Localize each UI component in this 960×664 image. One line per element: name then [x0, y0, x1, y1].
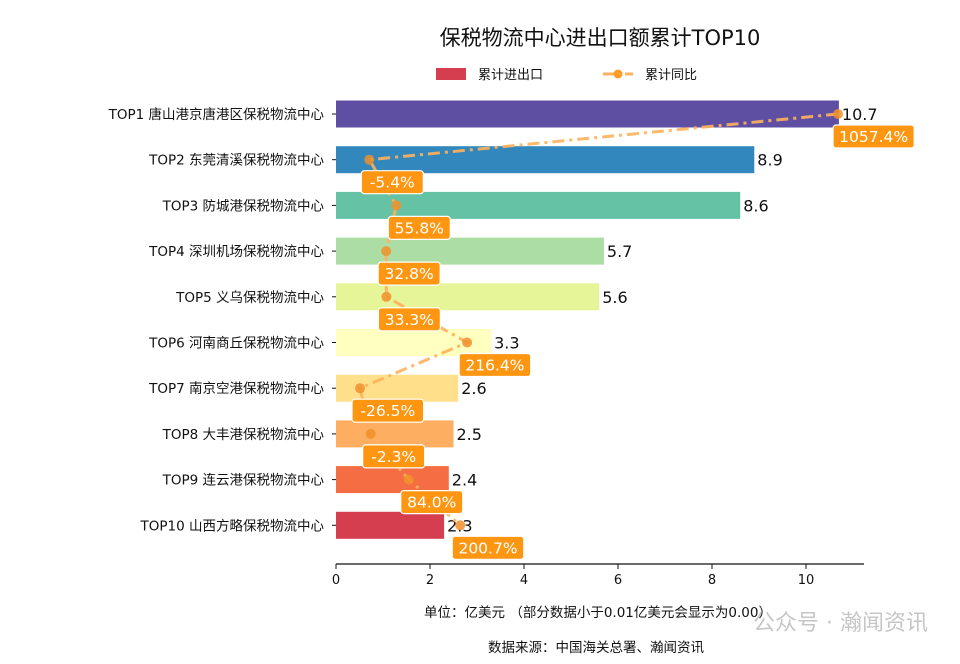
- growth-label: 1057.4%: [839, 128, 908, 146]
- x-tick-label: 0: [332, 573, 340, 588]
- y-tick-label: TOP9 连云港保税物流中心: [162, 473, 325, 489]
- growth-marker: [462, 337, 473, 348]
- growth-marker: [381, 246, 392, 257]
- growth-label-box: [351, 398, 425, 423]
- x-tick-label: 6: [614, 573, 622, 588]
- growth-label-box: [377, 307, 441, 332]
- watermark: 公众号 · 瀚闻资讯: [753, 611, 928, 636]
- growth-label: 55.8%: [395, 219, 444, 237]
- bar: [336, 374, 459, 402]
- growth-label-box: [387, 215, 451, 240]
- growth-marker: [381, 291, 392, 302]
- growth-marker: [355, 383, 366, 394]
- growth-label: -2.3%: [371, 448, 416, 466]
- bar-value-label: 5.7: [607, 242, 632, 261]
- y-tick-label: TOP1 唐山港京唐港区保税物流中心: [108, 106, 325, 123]
- growth-label: 33.3%: [385, 311, 434, 329]
- growth-label-box: [362, 444, 426, 469]
- growth-label: -26.5%: [360, 402, 415, 420]
- growth-marker: [391, 200, 402, 211]
- bar: [336, 191, 741, 219]
- bar-value-label: 10.7: [842, 105, 878, 124]
- growth-label-box: [451, 535, 525, 560]
- growth-marker: [833, 109, 844, 119]
- bar: [336, 466, 449, 494]
- bar: [336, 146, 755, 174]
- legend: 累计进出口 累计同比: [436, 68, 697, 83]
- x-axis-label: 单位：亿美元 （部分数据小于0.01亿美元会显示为0.00）: [424, 605, 772, 621]
- growth-marker: [455, 520, 466, 531]
- bar: [336, 420, 454, 448]
- y-tick-label: TOP5 义乌保税物流中心: [175, 290, 324, 306]
- bar-value-label: 3.3: [494, 334, 519, 353]
- growth-label-box: [400, 490, 464, 515]
- legend-swatch-bar: [436, 68, 466, 80]
- growth-label: 84.0%: [407, 494, 456, 512]
- growth-label-box: [832, 124, 915, 149]
- growth-marker: [365, 428, 376, 439]
- bar-value-label: 2.4: [452, 471, 477, 490]
- bar-value-label: 2.6: [461, 379, 486, 398]
- y-tick-label: TOP10 山西方略保税物流中心: [140, 518, 325, 534]
- growth-label-box: [377, 261, 441, 286]
- bar: [336, 100, 839, 128]
- x-tick-label: 10: [798, 573, 815, 588]
- growth-label: -5.4%: [370, 174, 415, 192]
- chart-title: 保税物流中心进出口额累计TOP10: [440, 26, 761, 50]
- y-tick-label: TOP3 防城港保税物流中心: [162, 198, 325, 214]
- source-note: 数据来源：中国海关总署、瀚闻资讯: [488, 640, 704, 656]
- growth-label: 216.4%: [465, 357, 524, 375]
- y-tick-label: TOP7 南京空港保税物流中心: [148, 381, 324, 397]
- y-tick-label: TOP6 河南商丘保税物流中心: [148, 336, 324, 352]
- bar: [336, 237, 604, 265]
- y-tick-label: TOP4 深圳机场保税物流中心: [148, 244, 324, 260]
- bar-value-label: 8.9: [757, 151, 782, 170]
- growth-marker: [403, 474, 414, 485]
- bar: [336, 283, 600, 311]
- growth-label: 32.8%: [385, 265, 434, 283]
- bar-value-label: 8.6: [743, 196, 768, 215]
- growth-label-box: [360, 170, 424, 195]
- bar-value-label: 2.5: [457, 425, 482, 444]
- growth-marker: [364, 154, 375, 165]
- y-tick-label: TOP2 东莞清溪保税物流中心: [148, 153, 324, 169]
- x-tick-label: 2: [426, 573, 434, 588]
- x-tick-label: 4: [520, 573, 528, 588]
- y-tick-label: TOP8 大丰港保税物流中心: [162, 427, 325, 443]
- legend-label-bar: 累计进出口: [478, 68, 543, 83]
- bar-value-label: 5.6: [602, 288, 627, 307]
- bar: [336, 511, 445, 539]
- legend-marker-line: [613, 69, 623, 79]
- legend-label-line: 累计同比: [645, 68, 697, 83]
- growth-label: 200.7%: [458, 539, 517, 557]
- x-tick-label: 8: [708, 573, 716, 588]
- growth-label-box: [458, 352, 532, 378]
